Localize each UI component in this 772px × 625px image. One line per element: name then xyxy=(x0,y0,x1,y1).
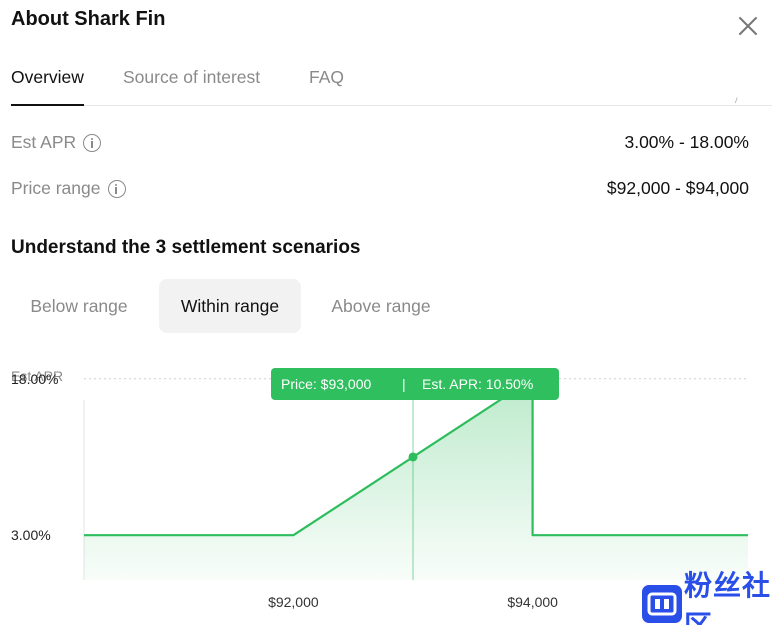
tab-source-of-interest[interactable]: Source of interest xyxy=(123,67,261,87)
est-apr-label: Est APR xyxy=(11,132,77,152)
price-range-value: $92,000 - $94,000 xyxy=(606,178,749,198)
y-axis-label: Est APR xyxy=(11,368,63,384)
tooltip-apr: Est. APR: 10.50% xyxy=(422,376,533,392)
watermark-text: 粉丝社区 xyxy=(684,569,772,625)
info-icon[interactable] xyxy=(83,133,102,152)
watermark: 粉丝社区 xyxy=(642,569,772,625)
scenario-within-range[interactable]: Within range xyxy=(159,279,301,333)
x-tick-label: $94,000 xyxy=(507,594,558,610)
tooltip-price: Price: $93,000 xyxy=(281,376,371,392)
close-icon[interactable] xyxy=(734,12,762,40)
x-tick-label: $92,000 xyxy=(268,594,319,610)
apr-chart: Est APR 18.00% 3.00% $92,000 $94,000 Price… xyxy=(11,368,748,610)
chart-tooltip: Price: $93,000 | Est. APR: 10.50% xyxy=(271,368,560,400)
est-apr-value: 3.00% - 18.00% xyxy=(624,132,749,152)
watermark-logo-icon xyxy=(642,585,682,623)
tab-overview[interactable]: Overview xyxy=(11,67,84,106)
scenario-above-range[interactable]: Above range xyxy=(331,296,431,316)
info-icon[interactable] xyxy=(107,179,126,198)
dialog-title: About Shark Fin xyxy=(11,8,166,30)
y-tick-label: 3.00% xyxy=(11,527,51,543)
tooltip-separator: | xyxy=(402,376,406,392)
price-range-label: Price range xyxy=(11,178,101,198)
est-apr-row: Est APR 3.00% - 18.00% xyxy=(11,132,749,156)
cursor-point[interactable] xyxy=(408,452,418,462)
apr-area xyxy=(84,378,748,580)
tab-bar: Overview Source of interest FAQ xyxy=(11,66,772,106)
price-range-row: Price range $92,000 - $94,000 xyxy=(11,178,749,202)
scenario-below-range[interactable]: Below range xyxy=(30,296,128,316)
scenarios-title: Understand the 3 settlement scenarios xyxy=(11,237,361,258)
tab-faq[interactable]: FAQ xyxy=(309,67,345,87)
y-tick-label: 18.00% xyxy=(11,371,58,387)
